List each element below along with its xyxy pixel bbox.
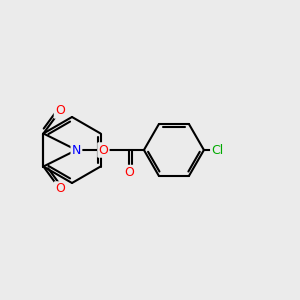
Text: O: O xyxy=(124,166,134,179)
Text: O: O xyxy=(55,104,65,118)
Text: O: O xyxy=(98,143,108,157)
Text: Cl: Cl xyxy=(211,143,224,157)
Text: N: N xyxy=(72,143,81,157)
Text: O: O xyxy=(55,182,65,196)
